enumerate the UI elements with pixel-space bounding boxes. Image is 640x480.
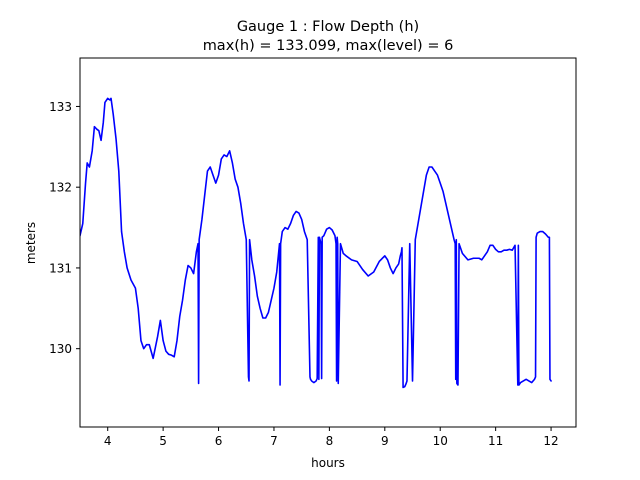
x-tick-label: 5 [159, 434, 167, 448]
y-tick-label: 130 [49, 342, 72, 356]
y-axis-ticks: 130 131 132 133 [49, 100, 80, 356]
x-tick-label: 8 [326, 434, 334, 448]
x-tick-label: 7 [270, 434, 278, 448]
y-tick-label: 132 [49, 181, 72, 195]
plot-frame [79, 57, 577, 428]
x-tick-label: 9 [381, 434, 389, 448]
x-tick-label: 11 [488, 434, 503, 448]
y-tick-label: 133 [49, 100, 72, 114]
x-tick-label: 4 [104, 434, 112, 448]
x-axis-ticks: 4 5 6 7 8 9 10 11 12 [104, 427, 559, 448]
plot-area [80, 97, 552, 389]
flow-depth-series-line [80, 97, 552, 389]
x-axis-label: hours [311, 456, 345, 470]
chart-title: Gauge 1 : Flow Depth (h) [237, 19, 419, 35]
y-axis-label: meters [24, 222, 38, 264]
chart-subtitle: max(h) = 133.099, max(level) = 6 [203, 38, 454, 54]
x-tick-label: 6 [215, 434, 223, 448]
y-tick-label: 131 [49, 261, 72, 275]
x-tick-label: 12 [543, 434, 558, 448]
x-tick-label: 10 [433, 434, 448, 448]
